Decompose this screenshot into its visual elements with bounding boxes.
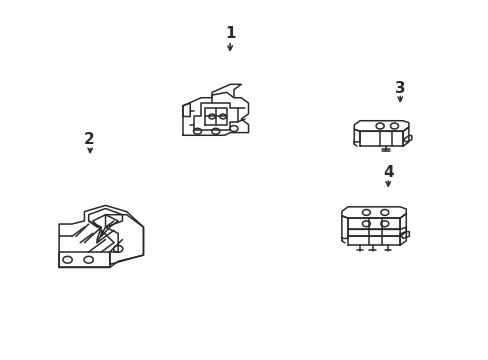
Text: 2: 2 — [83, 132, 94, 147]
Text: 4: 4 — [382, 166, 393, 180]
Text: 3: 3 — [394, 81, 405, 96]
Text: 1: 1 — [224, 26, 235, 41]
